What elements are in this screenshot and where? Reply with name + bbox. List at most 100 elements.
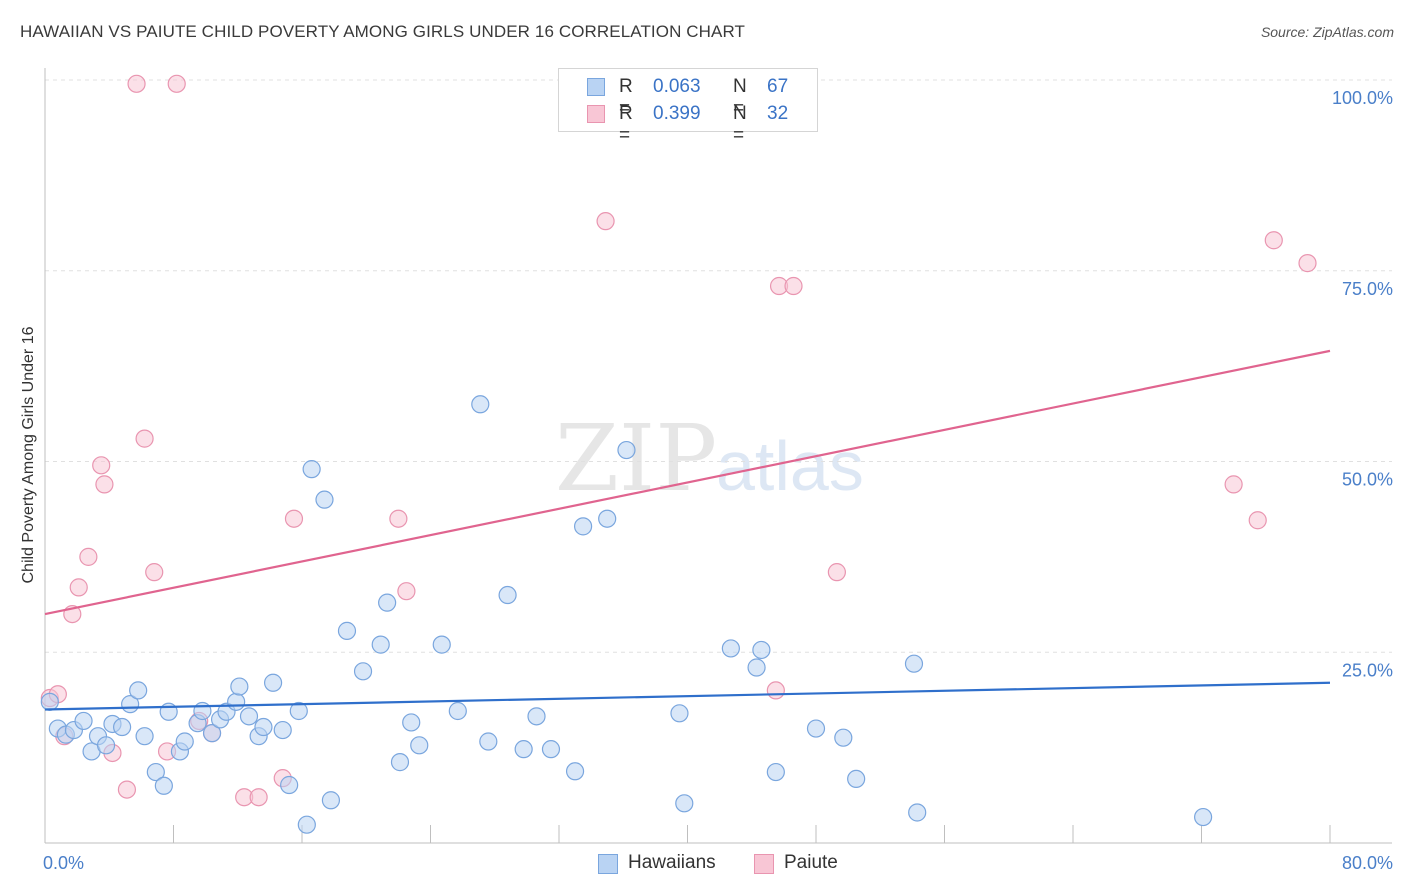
paiute-point	[397, 582, 416, 601]
source-label: Source: ZipAtlas.com	[1260, 24, 1394, 40]
paiute-point	[145, 563, 164, 582]
paiute-point	[117, 780, 137, 799]
paiute-point	[784, 276, 803, 296]
paiute-legend-label: Paiute	[784, 852, 838, 873]
hawaiians-point	[448, 701, 467, 721]
hawaiians-trend-line	[44, 681, 1331, 711]
hawaiians-point	[337, 621, 357, 640]
correlation-legend: R = 0.063 N = 67 R = 0.399 N = 32	[558, 68, 818, 146]
hawaiians-point	[617, 440, 636, 460]
x-tick-label-min: 0.0%	[43, 853, 84, 873]
hawaiians-point	[514, 740, 533, 759]
paiute-point	[1298, 254, 1317, 273]
x-tick-label-max: 80.0%	[1342, 853, 1393, 873]
r-label: R =	[619, 103, 633, 146]
hawaiians-point	[146, 762, 165, 782]
paiute-point	[95, 475, 114, 494]
hawaiians-point	[254, 717, 273, 737]
hawaiians-swatch	[587, 78, 605, 96]
hawaiians-point	[498, 585, 517, 605]
chart-title: HAWAIIAN VS PAIUTE CHILD POVERTY AMONG G…	[20, 22, 746, 41]
hawaiians-point	[573, 517, 593, 536]
hawaiians-point	[766, 762, 785, 782]
paiute-point	[92, 456, 111, 475]
paiute-point	[127, 74, 146, 93]
hawaiians-swatch	[598, 854, 618, 874]
y-tick-label: 25.0%	[1342, 660, 1393, 680]
hawaiians-legend-label: Hawaiians	[628, 852, 716, 873]
hawaiians-point	[1194, 807, 1213, 827]
hawaiians-point	[227, 692, 246, 711]
paiute-point	[827, 563, 846, 582]
hawaiians-point	[315, 490, 334, 509]
y-tick-label: 50.0%	[1342, 470, 1393, 490]
y-tick-label: 100.0%	[1332, 88, 1393, 108]
hawaiians-point	[175, 732, 194, 751]
hawaiians-point	[747, 658, 766, 677]
paiute-point	[284, 509, 304, 528]
hawaiians-point	[321, 791, 341, 810]
hawaiians-point	[721, 639, 740, 658]
watermark-atlas: atlas	[716, 427, 864, 505]
n-label: N =	[733, 76, 747, 119]
hawaiians-point	[541, 740, 561, 759]
hawaiians-point	[112, 717, 132, 737]
hawaiians-point	[432, 635, 451, 654]
hawaiians-point	[96, 736, 116, 755]
paiute-point	[135, 429, 154, 448]
hawaiians-point	[353, 662, 373, 681]
hawaiians-point	[847, 769, 866, 789]
hawaiians-point	[479, 732, 498, 751]
hawaiians-point	[598, 509, 617, 528]
hawaiians-point	[402, 713, 421, 732]
paiute-swatch	[754, 854, 774, 874]
hawaiians-point	[565, 762, 585, 781]
n-label: N =	[733, 103, 747, 146]
hawaiians-point	[129, 681, 148, 700]
paiute-point	[1224, 475, 1243, 494]
hawaiians-point	[752, 640, 771, 660]
r-label: R =	[619, 76, 633, 119]
axes	[44, 68, 1392, 844]
hawaiians-point	[154, 776, 173, 795]
hawaiians-point	[675, 794, 694, 813]
hawaiians-point	[263, 673, 283, 692]
hawaiians-point	[302, 460, 321, 479]
paiute-point	[69, 578, 88, 597]
paiute-point	[167, 74, 186, 93]
trend-lines	[44, 349, 1331, 711]
paiute-point	[1264, 231, 1283, 250]
watermark-zip: ZIP	[555, 405, 717, 512]
y-tick-label: 75.0%	[1342, 279, 1393, 299]
grid-lines	[45, 79, 1392, 653]
paiute-point	[249, 788, 268, 807]
hawaiians-point	[806, 719, 826, 738]
hawaiians-points	[40, 395, 1213, 834]
hawaiians-point	[289, 701, 308, 721]
paiute-trend-line	[44, 349, 1331, 616]
paiute-point	[79, 547, 98, 566]
hawaiians-point	[834, 728, 853, 747]
hawaiians-point	[904, 654, 924, 673]
hawaiians-point	[670, 704, 689, 723]
y-axis-label: Child Poverty Among Girls Under 16	[20, 326, 37, 583]
r-value: 0.063	[653, 76, 701, 97]
n-value: 67	[767, 76, 789, 97]
r-value: 0.399	[653, 103, 701, 124]
hawaiians-point	[371, 635, 390, 654]
paiute-point	[766, 681, 785, 700]
hawaiians-point	[390, 753, 410, 772]
hawaiians-point	[527, 707, 546, 726]
hawaiians-point	[40, 692, 59, 711]
hawaiians-point	[135, 727, 154, 746]
paiute-swatch	[587, 105, 605, 123]
hawaiians-point	[410, 736, 429, 755]
hawaiians-point	[74, 711, 93, 731]
paiute-point	[1248, 511, 1267, 530]
hawaiians-point	[230, 677, 249, 696]
hawaiians-point	[239, 707, 259, 726]
hawaiians-point	[202, 724, 222, 743]
paiute-point	[389, 509, 408, 528]
paiute-point	[596, 212, 615, 231]
